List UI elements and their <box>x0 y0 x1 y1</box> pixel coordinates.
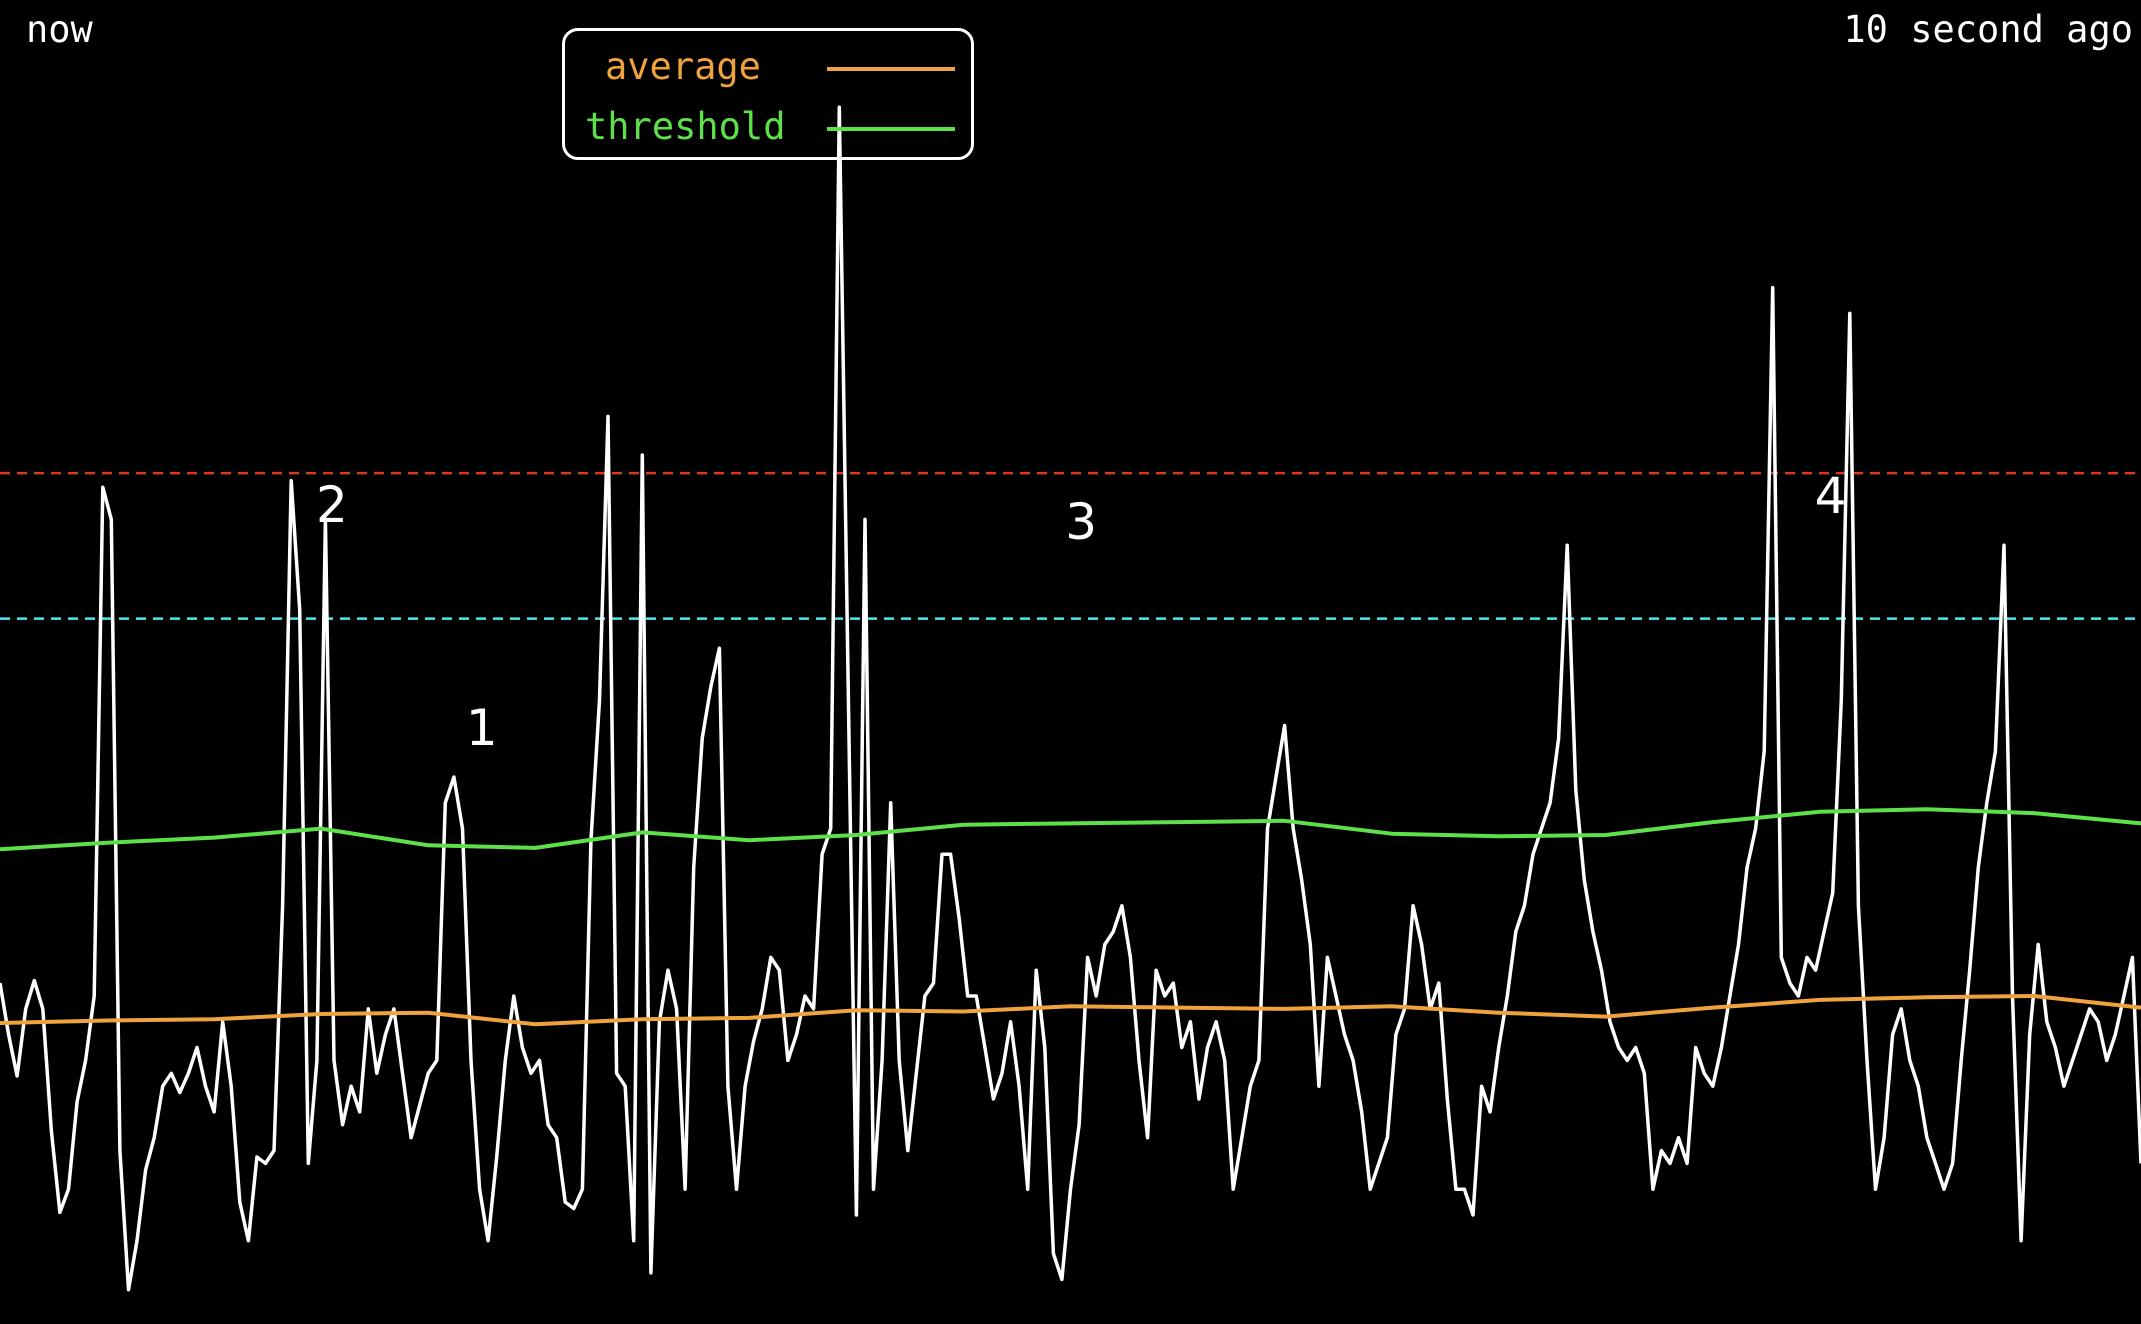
legend-label-threshold: threshold <box>585 105 786 148</box>
legend-entry-average: average <box>565 45 971 95</box>
series-line-average <box>0 994 2141 1027</box>
annotation-label-4: 4 <box>1815 467 1847 525</box>
legend-label-average: average <box>605 45 761 88</box>
legend-swatch-threshold <box>827 127 955 131</box>
label-now: now <box>26 8 93 51</box>
label-ten-seconds-ago: 10 second ago <box>1843 8 2133 51</box>
series-line-threshold <box>0 807 2141 852</box>
annotation-label-3: 3 <box>1065 493 1097 551</box>
annotation-layer: 1 2 3 4 <box>316 467 1847 757</box>
legend-entry-threshold: threshold <box>565 105 971 155</box>
annotation-label-1: 1 <box>466 699 498 757</box>
series-line-signal <box>0 105 2141 1292</box>
series-layer <box>0 105 2141 1292</box>
annotation-label-2: 2 <box>316 476 348 534</box>
legend: average threshold <box>562 28 974 160</box>
legend-swatch-average <box>827 67 955 71</box>
